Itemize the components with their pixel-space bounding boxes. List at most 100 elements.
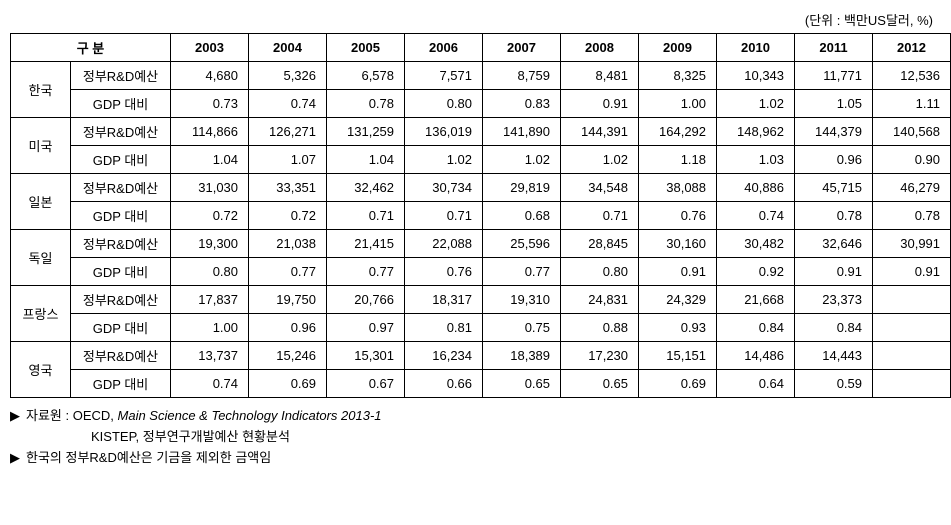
value-cell: 164,292 [639, 118, 717, 146]
value-cell: 0.67 [327, 370, 405, 398]
value-cell: 18,317 [405, 286, 483, 314]
table-row: 프랑스정부R&D예산17,83719,75020,76618,31719,310… [11, 286, 951, 314]
value-cell: 32,646 [795, 230, 873, 258]
value-cell: 28,845 [561, 230, 639, 258]
value-cell: 31,030 [171, 174, 249, 202]
value-cell: 141,890 [483, 118, 561, 146]
metric-cell: GDP 대비 [71, 370, 171, 398]
value-cell: 8,325 [639, 62, 717, 90]
value-cell: 131,259 [327, 118, 405, 146]
unit-label: (단위 : 백만US달러, %) [10, 10, 941, 29]
value-cell: 8,759 [483, 62, 561, 90]
value-cell: 1.11 [873, 90, 951, 118]
header-category: 구 분 [11, 34, 171, 62]
value-cell: 0.90 [873, 146, 951, 174]
value-cell: 1.02 [561, 146, 639, 174]
value-cell: 1.03 [717, 146, 795, 174]
metric-cell: GDP 대비 [71, 202, 171, 230]
header-year: 2008 [561, 34, 639, 62]
value-cell: 8,481 [561, 62, 639, 90]
metric-cell: GDP 대비 [71, 146, 171, 174]
value-cell: 0.78 [795, 202, 873, 230]
value-cell: 0.97 [327, 314, 405, 342]
data-table: 구 분 2003 2004 2005 2006 2007 2008 2009 2… [10, 33, 951, 398]
header-year: 2004 [249, 34, 327, 62]
value-cell: 0.66 [405, 370, 483, 398]
metric-cell: 정부R&D예산 [71, 174, 171, 202]
value-cell: 0.69 [639, 370, 717, 398]
value-cell: 0.65 [483, 370, 561, 398]
value-cell: 19,310 [483, 286, 561, 314]
value-cell: 0.84 [717, 314, 795, 342]
value-cell: 22,088 [405, 230, 483, 258]
value-cell: 15,301 [327, 342, 405, 370]
value-cell: 0.81 [405, 314, 483, 342]
value-cell: 25,596 [483, 230, 561, 258]
table-row: 영국정부R&D예산13,73715,24615,30116,23418,3891… [11, 342, 951, 370]
value-cell: 1.04 [171, 146, 249, 174]
value-cell: 0.78 [327, 90, 405, 118]
value-cell: 0.74 [249, 90, 327, 118]
value-cell: 0.93 [639, 314, 717, 342]
metric-cell: GDP 대비 [71, 90, 171, 118]
value-cell: 0.73 [171, 90, 249, 118]
header-year: 2003 [171, 34, 249, 62]
value-cell: 30,991 [873, 230, 951, 258]
value-cell: 29,819 [483, 174, 561, 202]
value-cell: 1.18 [639, 146, 717, 174]
value-cell: 1.02 [717, 90, 795, 118]
value-cell: 15,151 [639, 342, 717, 370]
table-header: 구 분 2003 2004 2005 2006 2007 2008 2009 2… [11, 34, 951, 62]
note-text: KISTEP, 정부연구개발예산 현황분석 [26, 427, 941, 448]
value-cell: 6,578 [327, 62, 405, 90]
notes-block: ▶ 자료원 : OECD, Main Science & Technology … [10, 406, 941, 468]
bullet-arrow-icon: ▶ [10, 406, 26, 427]
value-cell: 18,389 [483, 342, 561, 370]
value-cell [873, 314, 951, 342]
value-cell: 0.77 [249, 258, 327, 286]
value-cell: 1.07 [249, 146, 327, 174]
metric-cell: 정부R&D예산 [71, 118, 171, 146]
value-cell: 32,462 [327, 174, 405, 202]
table-row: GDP 대비0.800.770.770.760.770.800.910.920.… [11, 258, 951, 286]
value-cell: 0.59 [795, 370, 873, 398]
value-cell: 144,379 [795, 118, 873, 146]
value-cell: 0.64 [717, 370, 795, 398]
value-cell: 0.88 [561, 314, 639, 342]
header-year: 2011 [795, 34, 873, 62]
country-cell: 한국 [11, 62, 71, 118]
metric-cell: 정부R&D예산 [71, 62, 171, 90]
value-cell: 0.80 [405, 90, 483, 118]
value-cell: 136,019 [405, 118, 483, 146]
country-cell: 미국 [11, 118, 71, 174]
value-cell: 114,866 [171, 118, 249, 146]
country-cell: 프랑스 [11, 286, 71, 342]
value-cell: 0.72 [171, 202, 249, 230]
metric-cell: 정부R&D예산 [71, 286, 171, 314]
value-cell: 14,443 [795, 342, 873, 370]
value-cell: 1.02 [405, 146, 483, 174]
value-cell: 7,571 [405, 62, 483, 90]
value-cell: 0.84 [795, 314, 873, 342]
metric-cell: 정부R&D예산 [71, 230, 171, 258]
value-cell: 0.71 [405, 202, 483, 230]
value-cell: 1.04 [327, 146, 405, 174]
value-cell: 0.76 [405, 258, 483, 286]
value-cell: 21,668 [717, 286, 795, 314]
value-cell: 17,837 [171, 286, 249, 314]
value-cell: 0.96 [249, 314, 327, 342]
bullet-arrow-icon: ▶ [10, 448, 26, 469]
value-cell: 46,279 [873, 174, 951, 202]
note-remark: ▶ 한국의 정부R&D예산은 기금을 제외한 금액임 [10, 448, 941, 469]
country-cell: 일본 [11, 174, 71, 230]
value-cell: 0.74 [717, 202, 795, 230]
value-cell: 0.75 [483, 314, 561, 342]
country-cell: 영국 [11, 342, 71, 398]
value-cell: 0.92 [717, 258, 795, 286]
value-cell: 17,230 [561, 342, 639, 370]
value-cell: 0.91 [561, 90, 639, 118]
note-source: ▶ 자료원 : OECD, Main Science & Technology … [10, 406, 941, 427]
value-cell: 0.77 [483, 258, 561, 286]
value-cell: 38,088 [639, 174, 717, 202]
value-cell: 4,680 [171, 62, 249, 90]
